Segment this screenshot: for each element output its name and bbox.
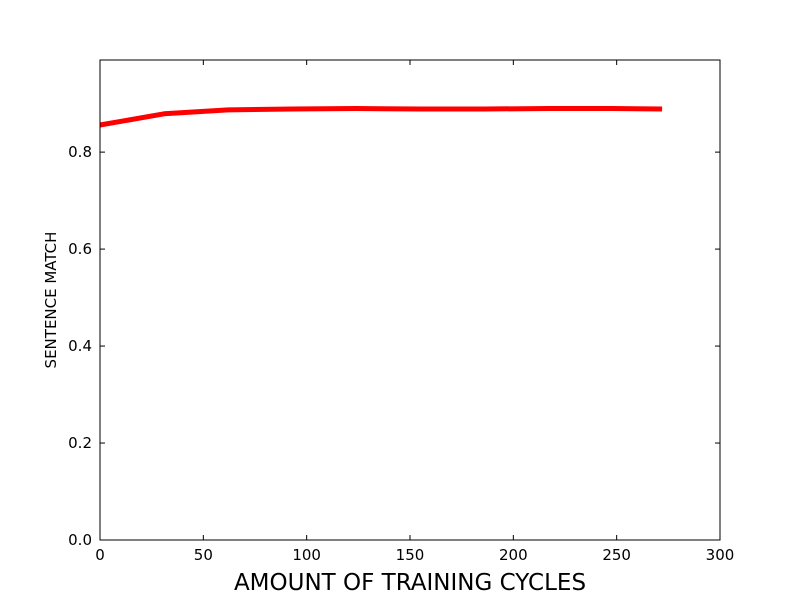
x-tick-label: 0: [95, 546, 105, 564]
series-layer: [99, 106, 663, 128]
x-axis-label: AMOUNT OF TRAINING CYCLES: [234, 570, 586, 596]
labels-layer: AMOUNT OF TRAINING CYCLES SENTENCE MATCH: [42, 232, 586, 596]
x-tick-label: 300: [706, 546, 735, 564]
y-tick-label: 0.0: [68, 531, 92, 549]
y-tick-label: 0.8: [68, 143, 92, 161]
series-line: [99, 106, 663, 128]
x-tick-label: 100: [292, 546, 321, 564]
y-tick-label: 0.6: [68, 240, 92, 258]
x-tick-label: 150: [396, 546, 425, 564]
plot-area: [100, 60, 720, 540]
ticks-layer: 0 50 100 150 200 250 300 0.0 0.2 0.4 0.6 0.8: [68, 60, 734, 564]
y-tick-label: 0.4: [68, 337, 92, 355]
x-tick-label: 250: [602, 546, 631, 564]
y-tick-label: 0.2: [68, 434, 92, 452]
x-tick-label: 50: [194, 546, 213, 564]
y-axis-label: SENTENCE MATCH: [42, 232, 60, 369]
plot-frame: [99, 59, 721, 541]
x-tick-label: 200: [499, 546, 528, 564]
